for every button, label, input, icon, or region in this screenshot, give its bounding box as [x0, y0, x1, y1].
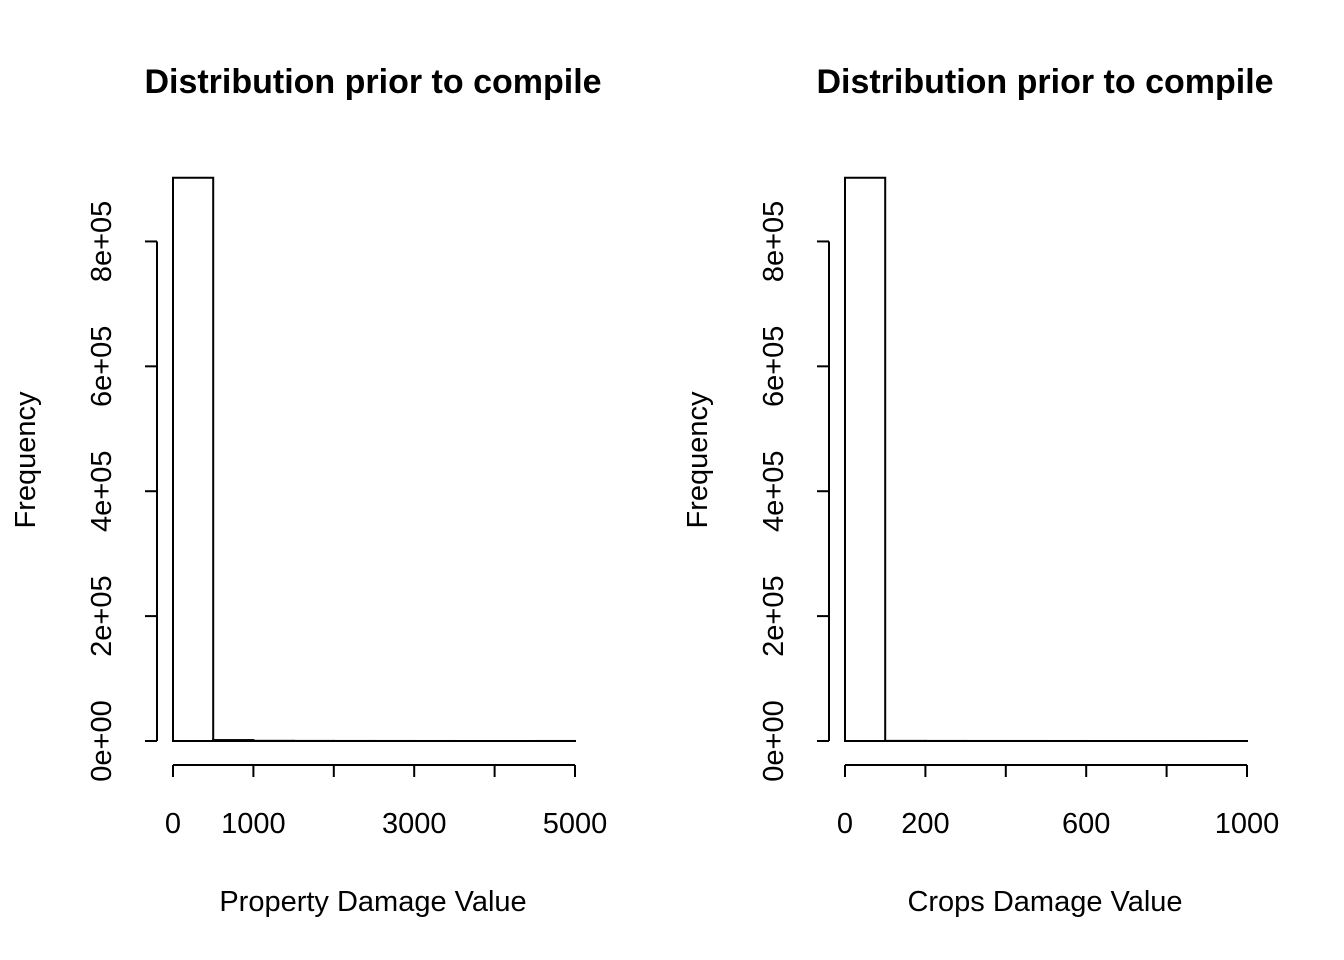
histogram-bar	[172, 176, 215, 743]
x-axis-label: Crops Damage Value	[907, 886, 1182, 918]
y-axis: 0e+00 2e+05 4e+05 6e+05 8e+05	[86, 201, 158, 782]
chart-title: Distribution prior to compile	[144, 63, 601, 101]
x-axis: 0 1000 3000 5000	[165, 764, 608, 840]
x-tick-label: 600	[1062, 808, 1110, 840]
histogram-bar	[844, 176, 887, 743]
x-tick-label: 3000	[382, 808, 447, 840]
x-axis: 0 200 600 1000	[837, 764, 1280, 840]
y-tick-label: 8e+05	[758, 201, 790, 282]
bars	[172, 176, 576, 743]
crops-damage-histogram: Distribution prior to compile Crops Dama…	[682, 63, 1279, 918]
y-tick-label: 8e+05	[86, 201, 118, 282]
bars	[844, 176, 1249, 743]
x-tick-label: 200	[901, 808, 949, 840]
x-tick-label: 5000	[543, 808, 608, 840]
x-tick-label: 0	[165, 808, 181, 840]
property-damage-histogram: Distribution prior to compile Property D…	[10, 63, 607, 918]
y-tick-label: 6e+05	[758, 326, 790, 407]
y-tick-label: 4e+05	[758, 450, 790, 531]
x-tick-label: 0	[837, 808, 853, 840]
y-axis-label: Frequency	[10, 391, 42, 529]
y-tick-label: 6e+05	[86, 326, 118, 407]
histogram-bar	[212, 739, 255, 743]
y-tick-label: 4e+05	[86, 450, 118, 531]
y-tick-label: 2e+05	[86, 575, 118, 656]
x-axis-label: Property Damage Value	[219, 886, 526, 918]
x-tick-label: 1000	[1215, 808, 1280, 840]
y-tick-label: 0e+00	[86, 700, 118, 781]
x-tick-label: 1000	[221, 808, 286, 840]
y-axis-label: Frequency	[682, 391, 714, 529]
y-axis: 0e+00 2e+05 4e+05 6e+05 8e+05	[758, 201, 830, 782]
chart-title: Distribution prior to compile	[816, 63, 1273, 101]
y-tick-label: 2e+05	[758, 575, 790, 656]
y-tick-label: 0e+00	[758, 700, 790, 781]
